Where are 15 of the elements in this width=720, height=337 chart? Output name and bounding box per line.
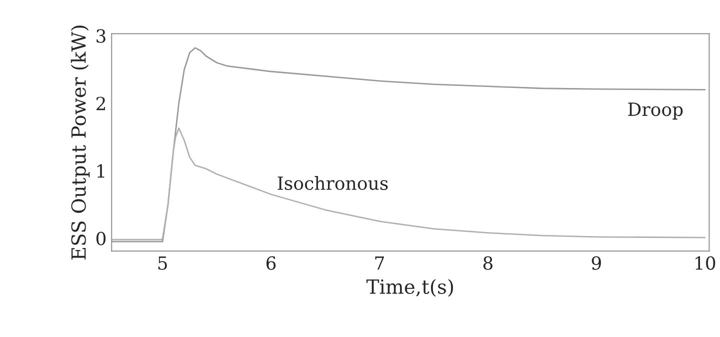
y-tick-label: 0 bbox=[96, 232, 106, 246]
series-label: Isochronous bbox=[278, 176, 388, 190]
x-axis-title: Time,t(s) bbox=[366, 278, 453, 297]
y-tick-label: 1 bbox=[97, 164, 104, 178]
series-label: Droop bbox=[628, 102, 683, 120]
x-tick-label: 8 bbox=[483, 256, 492, 270]
x-tick-label: 6 bbox=[266, 256, 276, 270]
y-tick-label: 2 bbox=[96, 96, 105, 110]
x-tick-label: 9 bbox=[592, 256, 601, 270]
x-tick-label: 5 bbox=[158, 256, 167, 270]
y-tick-label: 3 bbox=[96, 29, 106, 43]
y-axis-title: ESS Output Power (kW) bbox=[70, 26, 90, 260]
x-tick-label: 10 bbox=[696, 256, 716, 270]
x-tick-label: 7 bbox=[375, 256, 384, 270]
line-series bbox=[112, 128, 706, 240]
